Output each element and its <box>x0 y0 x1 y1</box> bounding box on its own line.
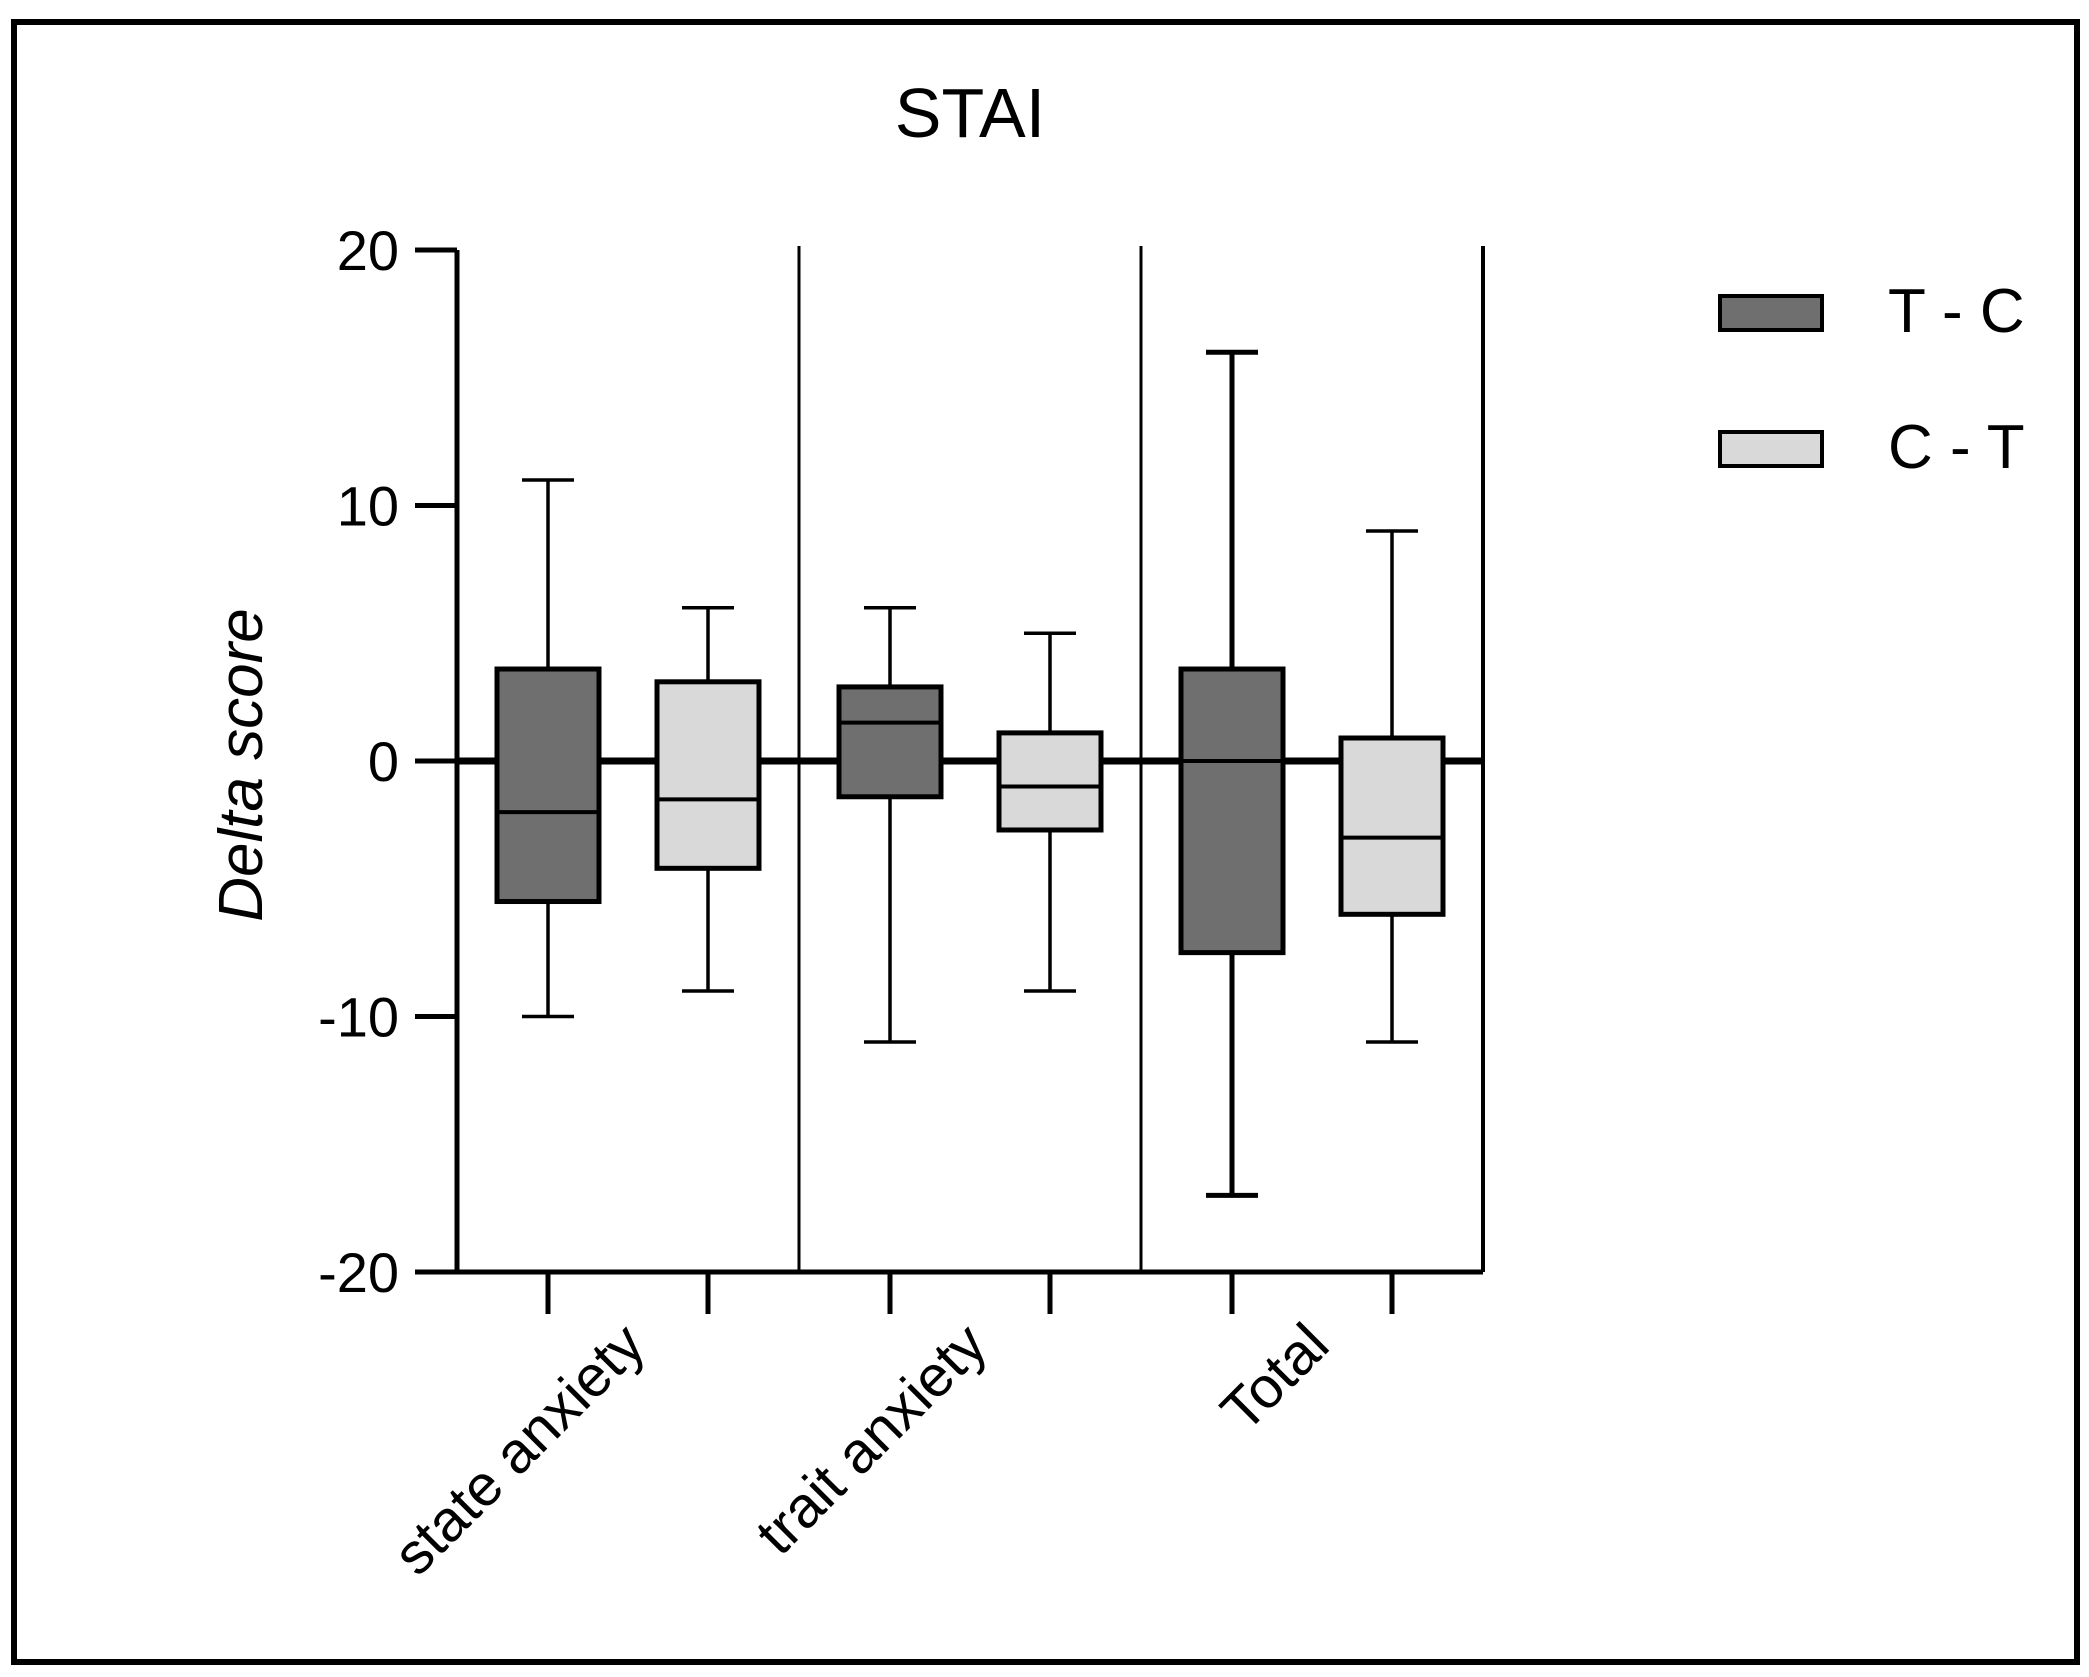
box-Total-tc <box>1178 349 1286 1314</box>
chart-title: STAI <box>895 74 1045 152</box>
box-trait-anxiety-ct <box>996 631 1104 1314</box>
box-state-anxiety-ct <box>654 605 762 1314</box>
legend-swatch <box>1718 430 1824 468</box>
figure-border <box>11 19 2080 1665</box>
box-Total-ct <box>1338 529 1446 1314</box>
box-state-anxiety-tc <box>494 478 602 1314</box>
box-iqr <box>996 730 1104 833</box>
y-tick-label: 0 <box>368 730 399 793</box>
box-trait-anxiety-tc <box>836 605 944 1314</box>
legend-label: T - C <box>1888 277 2025 346</box>
legend-swatch <box>1718 294 1824 332</box>
y-axis-label: Delta score <box>207 608 276 922</box>
box-iqr <box>1338 735 1446 917</box>
box-iqr <box>1178 666 1286 956</box>
box-iqr <box>836 684 944 800</box>
legend-label: C - T <box>1888 413 2025 482</box>
y-tick-label: 20 <box>337 219 399 282</box>
y-tick-label: -10 <box>318 986 399 1049</box>
legend: T - C C - T <box>1718 277 2025 482</box>
box-iqr <box>494 666 602 905</box>
box-iqr <box>654 679 762 871</box>
y-tick-label: -20 <box>318 1241 399 1304</box>
y-tick-label: 10 <box>337 475 399 538</box>
